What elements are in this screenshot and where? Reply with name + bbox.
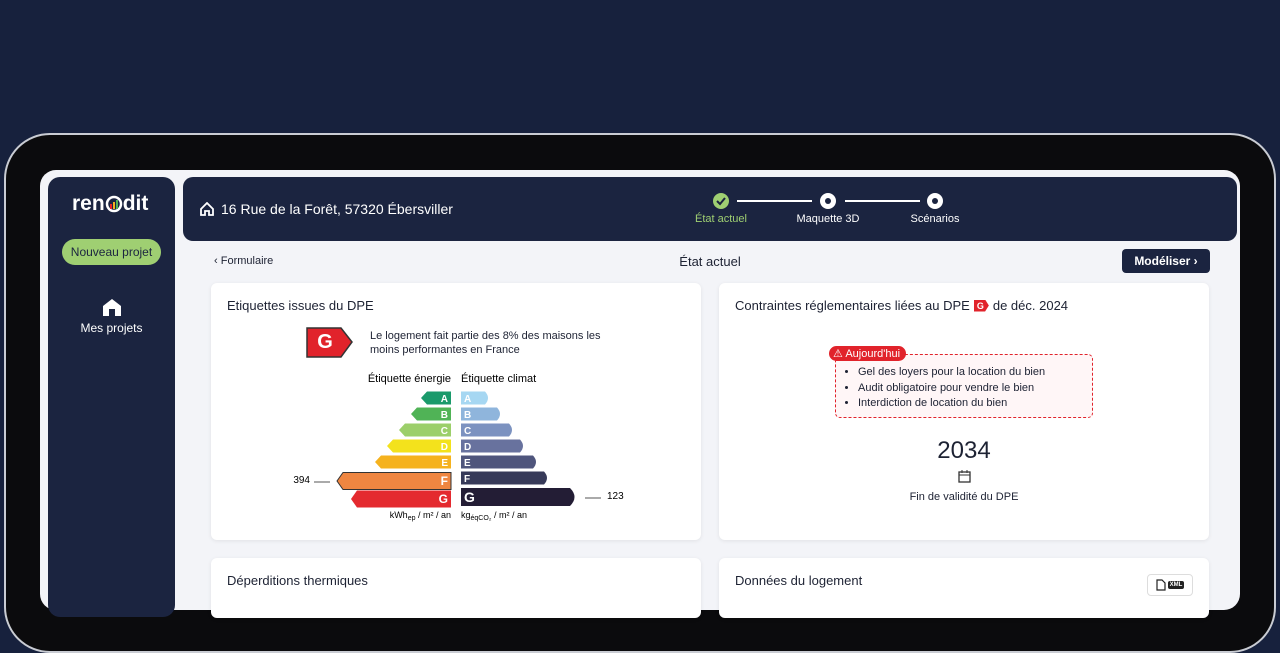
unit: / m² / an — [415, 510, 451, 520]
climate-bar — [461, 488, 575, 506]
energy-unit: kWhep / m² / an — [390, 510, 451, 522]
unit: kWh — [390, 510, 408, 520]
header: 16 Rue de la Forêt, 57320 Ébersviller Ét… — [183, 177, 1237, 241]
climate-class: C — [464, 426, 471, 437]
constraint: Audit obligatoire pour vendre le bien — [858, 381, 1092, 397]
modelise-button[interactable]: Modéliser › — [1122, 249, 1210, 273]
grade-note: Le logement fait partie des 8% des maiso… — [370, 330, 601, 356]
unit: / m² / an — [492, 510, 528, 520]
climate-bar — [461, 391, 488, 405]
xml-button[interactable]: XML — [1147, 574, 1193, 596]
logo-text: dit — [122, 192, 149, 215]
climate-class: E — [464, 458, 471, 469]
constraint: Interdiction de location du bien — [858, 396, 1092, 412]
energy-bar — [336, 472, 452, 490]
energy-label: Étiquette énergie — [368, 372, 451, 385]
energy-class: C — [441, 426, 448, 437]
losses-card: Déperditions thermiques — [211, 558, 701, 618]
climate-class: F — [464, 474, 470, 485]
validity-year: 2034 — [937, 437, 991, 464]
energy-bar — [387, 439, 451, 453]
tag-text: Aujourd'hui — [845, 348, 901, 360]
title-text: Contraintes réglementaires liées au DPE — [735, 298, 970, 313]
climate-bar — [461, 423, 512, 437]
climate-class: A — [464, 394, 471, 405]
step[interactable]: Scénarios — [910, 213, 960, 225]
climate-class: B — [464, 410, 471, 421]
grade-badge: G — [306, 327, 353, 358]
step[interactable]: Maquette 3D — [796, 213, 860, 225]
home-icon — [200, 202, 214, 216]
projects-link[interactable]: Mes projets — [80, 321, 143, 335]
calendar-icon — [958, 470, 971, 483]
unit-sub: ep — [408, 515, 416, 522]
energy-bar — [411, 407, 451, 421]
page: ren dit Nouveau projet Mes projets 16 Ru… — [0, 0, 1280, 600]
climate-class: D — [464, 442, 471, 453]
dpe-labels: Étiquette énergie Étiquette climat 394 1… — [293, 372, 624, 522]
climate-bar — [461, 471, 547, 485]
energy-bar — [375, 455, 451, 469]
climate-class: G — [464, 489, 475, 505]
climate-bar — [461, 455, 536, 469]
sidebar: ren dit Nouveau projet Mes projets — [48, 177, 175, 617]
climate-bar — [461, 407, 500, 421]
energy-class: F — [441, 474, 448, 488]
climate-value: 123 — [607, 491, 624, 502]
new-project-button[interactable]: Nouveau projet — [62, 239, 161, 265]
climate-bar — [461, 439, 523, 453]
title-text: de déc. 2024 — [992, 298, 1069, 313]
climate-label: Étiquette climat — [461, 372, 536, 385]
dpe-card: Etiquettes issues du DPE G Le logement f… — [211, 283, 701, 540]
validity-caption: Fin de validité du DPE — [909, 491, 1019, 503]
grade-letter: G — [317, 331, 333, 353]
unit-sub: éqCO₂ — [471, 515, 492, 522]
energy-class: E — [441, 458, 448, 469]
energy-class: A — [441, 394, 448, 405]
back-link[interactable]: ‹ Formulaire — [214, 255, 274, 267]
today-tag: ⚠ Aujourd'hui — [829, 346, 907, 361]
button-text: Modéliser — [1134, 254, 1191, 268]
constraint-box: Gel des loyers pour la location du bien … — [835, 354, 1093, 418]
logo-gauge — [105, 195, 122, 213]
card-title: Etiquettes issues du DPE — [227, 298, 374, 313]
energy-class: B — [441, 410, 448, 421]
energy-class: D — [441, 442, 448, 453]
stepper — [713, 193, 943, 209]
unit: kg — [461, 510, 471, 520]
energy-value: 394 — [293, 475, 310, 486]
xml-text: XML — [1167, 581, 1185, 589]
energy-class: G — [439, 492, 448, 506]
step[interactable]: État actuel — [695, 213, 747, 225]
constraint-list: Gel des loyers pour la location du bien … — [836, 365, 1092, 412]
address: 16 Rue de la Forêt, 57320 Ébersviller — [221, 201, 453, 217]
grade-chip: G — [973, 299, 989, 312]
housing-card: Données du logement XML — [719, 558, 1209, 618]
projects-icon — [103, 299, 121, 316]
climate-unit: kgéqCO₂ / m² / an — [461, 510, 527, 522]
card-title: Déperditions thermiques — [227, 573, 368, 588]
back-text: Formulaire — [220, 255, 274, 267]
energy-bar — [351, 490, 451, 508]
energy-bar — [421, 391, 451, 405]
logo[interactable]: ren dit — [72, 192, 148, 216]
file-icon — [1156, 579, 1166, 591]
logo-text: ren — [72, 192, 105, 215]
card-title: Données du logement — [735, 573, 863, 588]
page-title: État actuel — [679, 254, 741, 269]
card-title: Contraintes réglementaires liées au DPE … — [735, 298, 1068, 313]
constraint: Gel des loyers pour la location du bien — [858, 365, 1092, 381]
energy-bar — [399, 423, 451, 437]
